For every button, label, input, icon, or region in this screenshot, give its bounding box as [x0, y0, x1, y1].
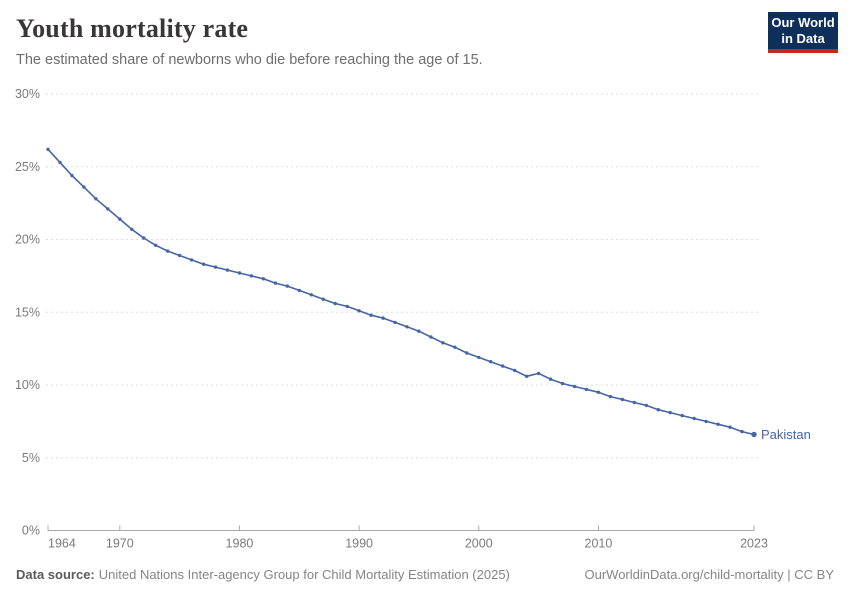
data-point-1964[interactable] [46, 147, 50, 151]
data-point-1994[interactable] [405, 325, 409, 329]
y-axis-label-10: 10% [15, 378, 40, 392]
y-axis-label-30: 30% [15, 87, 40, 101]
data-point-1997[interactable] [441, 341, 445, 345]
data-point-2002[interactable] [501, 364, 505, 368]
data-point-2015[interactable] [656, 408, 660, 412]
data-point-2010[interactable] [596, 390, 601, 394]
data-point-1990[interactable] [357, 309, 361, 313]
data-point-2016[interactable] [668, 410, 672, 415]
owid-logo-line2: in Data [781, 31, 825, 46]
owid-logo-line1: Our World [771, 15, 835, 30]
x-axis-label-2023: 2023 [740, 537, 768, 551]
data-point-1992[interactable] [381, 316, 385, 320]
data-point-2013[interactable] [632, 400, 636, 405]
data-point-1983[interactable] [273, 281, 278, 285]
chart-footer: Data source: United Nations Inter-agency … [16, 567, 834, 582]
chart-subtitle: The estimated share of newborns who die … [16, 52, 483, 68]
data-point-1988[interactable] [333, 301, 337, 306]
data-point-1991[interactable] [369, 313, 373, 317]
data-point-2017[interactable] [680, 413, 684, 418]
data-point-1985[interactable] [297, 288, 301, 293]
data-point-2020[interactable] [716, 422, 720, 426]
y-axis-label-25: 25% [15, 160, 40, 174]
x-axis-label-1980: 1980 [226, 537, 254, 551]
x-axis-label-1970: 1970 [106, 537, 134, 551]
data-point-1989[interactable] [345, 304, 349, 309]
data-point-1984[interactable] [285, 284, 289, 288]
data-point-1995[interactable] [417, 329, 421, 333]
page-title: Youth mortality rate [16, 14, 249, 43]
data-point-1969[interactable] [106, 207, 110, 211]
data-point-1966[interactable] [70, 173, 74, 178]
data-point-1965[interactable] [58, 160, 62, 165]
data-point-2012[interactable] [620, 397, 625, 402]
x-axis-label-2000: 2000 [465, 537, 493, 551]
data-point-2006[interactable] [548, 377, 553, 381]
x-axis-label-2010: 2010 [585, 537, 613, 551]
data-point-2005[interactable] [536, 371, 541, 376]
data-point-1976[interactable] [189, 258, 194, 262]
owid-logo[interactable]: Our World in Data [768, 12, 838, 53]
y-axis-label-5: 5% [22, 451, 40, 465]
data-point-1972[interactable] [142, 236, 146, 240]
data-point-1967[interactable] [82, 185, 86, 189]
data-point-1974[interactable] [166, 249, 170, 253]
x-axis-label-1990: 1990 [345, 537, 373, 551]
data-point-2022[interactable] [740, 429, 744, 434]
data-source-label: Data source: [16, 567, 95, 582]
data-point-1968[interactable] [94, 197, 98, 201]
data-source-text: United Nations Inter-agency Group for Ch… [98, 567, 510, 582]
data-point-1977[interactable] [201, 262, 206, 266]
y-axis-label-15: 15% [15, 305, 40, 319]
data-point-2000[interactable] [477, 355, 481, 360]
data-point-2003[interactable] [513, 368, 517, 373]
data-point-1970[interactable] [118, 217, 122, 221]
entity-label-pakistan[interactable]: Pakistan [761, 427, 811, 442]
data-point-2019[interactable] [704, 419, 708, 424]
data-point-2004[interactable] [524, 374, 529, 378]
data-point-2007[interactable] [560, 381, 565, 386]
data-point-1999[interactable] [465, 351, 469, 355]
data-point-2011[interactable] [608, 394, 613, 399]
data-point-2018[interactable] [692, 416, 696, 421]
data-line-pakistan[interactable] [47, 148, 755, 436]
data-point-2001[interactable] [489, 360, 493, 364]
data-point-1978[interactable] [213, 265, 218, 269]
data-point-1986[interactable] [309, 293, 313, 297]
data-point-2021[interactable] [728, 425, 732, 429]
owid-citation-link[interactable]: OurWorldinData.org/child-mortality | CC … [584, 567, 835, 582]
data-point-1981[interactable] [249, 274, 254, 278]
y-axis-label-0: 0% [22, 524, 40, 538]
data-point-1980[interactable] [237, 271, 242, 275]
data-source-note: Data source: United Nations Inter-agency … [16, 567, 510, 582]
line-chart[interactable]: 0% 5% 10% 15% 20% 25% 30% 1964 1970 1980 1990 2000 2… [0, 85, 850, 565]
data-point-2009[interactable] [584, 387, 589, 392]
data-point-1973[interactable] [154, 243, 158, 247]
data-point-1971[interactable] [130, 227, 134, 231]
data-point-1996[interactable] [429, 335, 433, 339]
data-point-2023[interactable] [751, 431, 757, 438]
y-axis-label-20: 20% [15, 233, 40, 247]
data-point-1993[interactable] [393, 320, 397, 325]
data-point-1979[interactable] [225, 268, 230, 272]
data-point-1975[interactable] [177, 253, 182, 258]
data-point-2014[interactable] [644, 403, 648, 408]
x-axis-label-1964: 1964 [48, 537, 76, 551]
data-point-1982[interactable] [261, 277, 266, 281]
data-point-1987[interactable] [321, 297, 325, 301]
data-point-1998[interactable] [453, 345, 457, 349]
data-point-2008[interactable] [572, 384, 577, 389]
